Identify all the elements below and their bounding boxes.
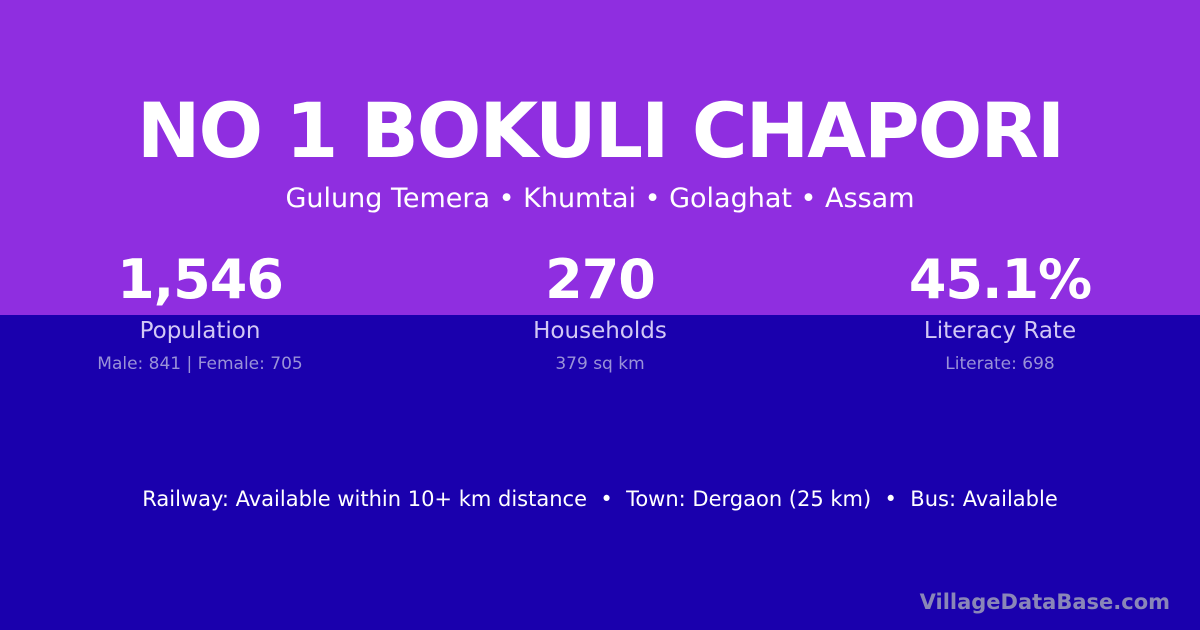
stat-label: Households [533, 318, 667, 344]
stat-detail: Literate: 698 [945, 354, 1055, 374]
stat-detail: 379 sq km [555, 354, 645, 374]
population-stat: 1,546 Population Male: 841 | Female: 705 [0, 248, 400, 375]
stat-value: 45.1% [908, 248, 1092, 311]
stat-detail: Male: 841 | Female: 705 [97, 354, 303, 374]
connectivity-facts: Railway: Available within 10+ km distanc… [142, 487, 1058, 511]
brand-logo: VillageDataBase.com [919, 590, 1170, 614]
stat-value: 1,546 [117, 248, 284, 311]
header-band [0, 0, 1200, 315]
village-title: NO 1 BOKULI CHAPORI [136, 86, 1065, 175]
location-breadcrumb: Gulung Temera • Khumtai • Golaghat • Ass… [285, 183, 915, 214]
literacy-stat: 45.1% Literacy Rate Literate: 698 [800, 248, 1200, 375]
stat-value: 270 [545, 248, 656, 311]
stat-label: Population [139, 318, 261, 344]
households-stat: 270 Households 379 sq km [400, 248, 800, 375]
stat-label: Literacy Rate [923, 318, 1077, 344]
